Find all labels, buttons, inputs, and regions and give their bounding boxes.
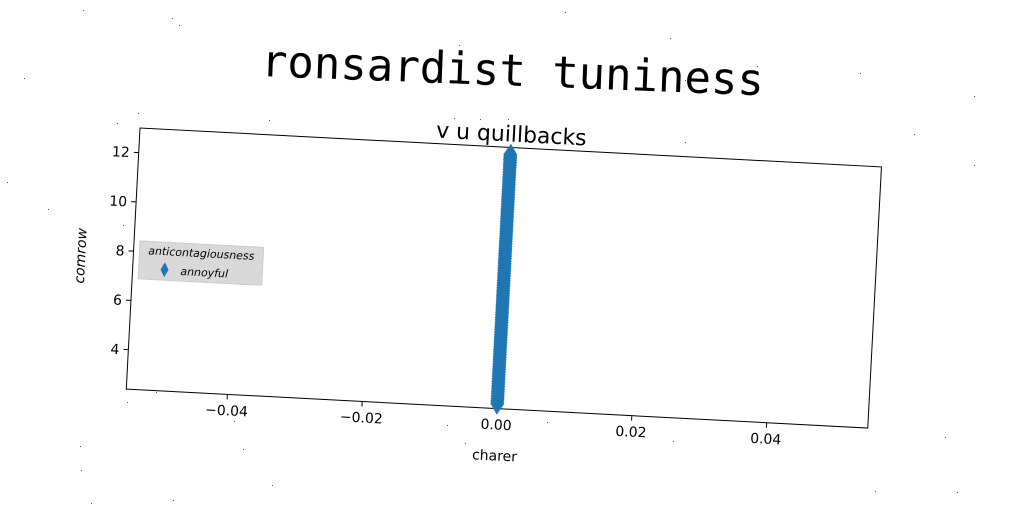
speckle	[172, 18, 173, 19]
speckle	[974, 165, 975, 166]
speckle	[454, 118, 455, 119]
legend: anticontagiousness annoyful	[137, 240, 265, 286]
speckle	[234, 421, 235, 422]
x-tick-label: −0.02	[340, 409, 384, 427]
speckle	[508, 119, 509, 120]
speckle	[156, 392, 157, 393]
speckle	[48, 209, 49, 210]
speckle	[547, 422, 548, 423]
legend-box	[137, 240, 265, 286]
speckle	[7, 182, 8, 183]
x-tick-label: −0.04	[205, 402, 249, 420]
legend-entry-annoyful: annoyful	[180, 265, 228, 280]
y-tick-label: 6	[113, 292, 123, 308]
x-tick-label: 0.02	[615, 424, 647, 442]
speckle	[24, 78, 25, 79]
y-tick-label: 4	[110, 342, 120, 358]
x-tick-label: 0.00	[480, 417, 512, 435]
series-annoyful	[490, 143, 518, 415]
speckle	[875, 491, 876, 492]
speckle	[670, 38, 671, 39]
speckle	[465, 443, 466, 444]
plot-area: v u quillbacks −0.04 −0.02 0.00 0.02 0.04 46…	[72, 119, 882, 466]
speckle	[565, 12, 566, 13]
y-tick-label: 8	[115, 243, 125, 259]
y-axis-label: comrow	[72, 227, 91, 284]
data-point	[502, 153, 517, 176]
speckle	[957, 492, 958, 493]
speckle	[173, 500, 174, 501]
y-tick-label: 12	[112, 144, 131, 161]
speckle	[123, 225, 124, 226]
speckle	[138, 113, 139, 114]
speckle	[272, 485, 273, 486]
legend-title: anticontagiousness	[148, 244, 255, 263]
speckle	[480, 119, 481, 120]
x-axis: −0.04 −0.02 0.00 0.02 0.04	[205, 394, 782, 449]
speckle	[974, 96, 975, 97]
speckle	[91, 503, 92, 504]
speckle	[757, 66, 758, 67]
legend-marker-annoyful	[160, 262, 169, 278]
speckle	[127, 402, 128, 403]
speckle	[685, 80, 686, 81]
speckle	[459, 45, 460, 46]
speckle	[945, 437, 946, 438]
y-tick-label: 10	[109, 193, 128, 210]
speckle	[269, 120, 270, 121]
speckle	[685, 142, 686, 143]
y-axis: 4 6 8 10 12	[109, 144, 139, 358]
speckle	[80, 446, 81, 447]
speckle	[243, 449, 244, 450]
speckle	[860, 73, 861, 74]
speckle	[81, 470, 82, 471]
speckle	[673, 441, 674, 442]
speckle	[914, 134, 915, 135]
x-tick-label: 0.04	[750, 431, 782, 449]
x-axis-label: charer	[472, 447, 518, 465]
speckle	[83, 10, 84, 11]
speckle	[179, 25, 180, 26]
speckle	[117, 123, 118, 124]
speckle	[447, 425, 448, 426]
